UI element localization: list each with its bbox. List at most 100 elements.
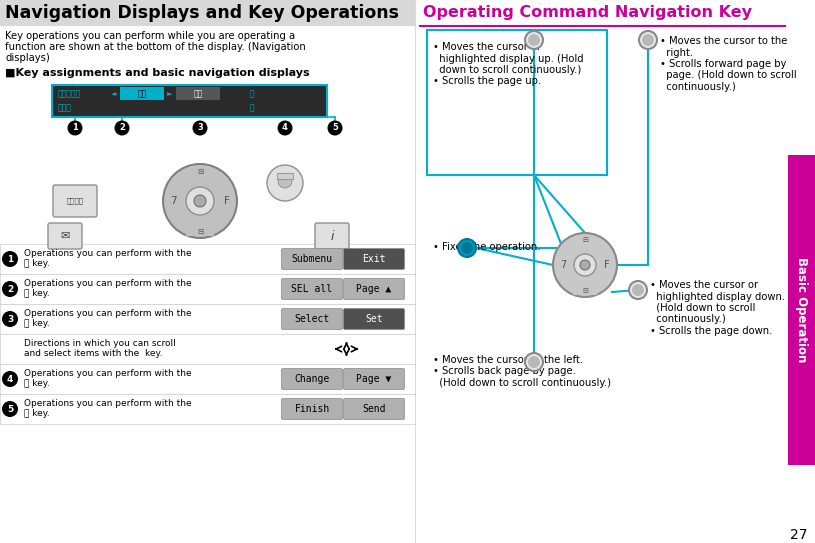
Text: 7: 7 xyxy=(170,196,176,206)
Text: Navigation Displays and Key Operations: Navigation Displays and Key Operations xyxy=(5,4,399,22)
FancyBboxPatch shape xyxy=(315,223,349,249)
Bar xyxy=(190,166,210,176)
FancyBboxPatch shape xyxy=(281,279,342,300)
Text: 7: 7 xyxy=(560,260,566,270)
Text: ⓑ key.: ⓑ key. xyxy=(24,289,50,299)
Circle shape xyxy=(192,121,208,136)
Bar xyxy=(0,304,415,334)
Text: Operations you can perform with the: Operations you can perform with the xyxy=(24,280,192,288)
Bar xyxy=(0,274,415,304)
Text: • Moves the cursor or: • Moves the cursor or xyxy=(650,280,758,290)
FancyBboxPatch shape xyxy=(343,308,404,330)
Text: ⊟: ⊟ xyxy=(582,237,588,243)
Bar xyxy=(0,0,415,26)
Circle shape xyxy=(194,195,206,207)
Text: page. (Hold down to scroll: page. (Hold down to scroll xyxy=(660,71,796,80)
Circle shape xyxy=(528,356,540,368)
Text: Finish: Finish xyxy=(294,404,329,414)
Circle shape xyxy=(186,187,214,215)
Circle shape xyxy=(461,242,473,254)
Text: right.: right. xyxy=(660,47,693,58)
Text: 完了: 完了 xyxy=(193,90,203,98)
Text: 4: 4 xyxy=(7,375,13,383)
Text: Change: Change xyxy=(294,374,329,384)
FancyBboxPatch shape xyxy=(343,369,404,389)
Circle shape xyxy=(525,31,543,49)
Text: • Moves the cursor or: • Moves the cursor or xyxy=(433,42,541,52)
Text: ►: ► xyxy=(167,91,173,97)
Text: ⓞ key.: ⓞ key. xyxy=(24,319,50,329)
Bar xyxy=(0,364,415,394)
Text: 全選択: 全選択 xyxy=(58,104,72,112)
Text: Exit: Exit xyxy=(362,254,385,264)
Text: Key operations you can perform while you are operating a: Key operations you can perform while you… xyxy=(5,31,295,41)
Text: • Scrolls back page by page.: • Scrolls back page by page. xyxy=(433,367,576,376)
Text: Page ▼: Page ▼ xyxy=(356,374,392,384)
FancyBboxPatch shape xyxy=(281,399,342,420)
Text: ⊟: ⊟ xyxy=(196,167,203,176)
Circle shape xyxy=(574,254,596,276)
Text: 1: 1 xyxy=(72,123,78,132)
Text: 2: 2 xyxy=(119,123,125,132)
Text: F: F xyxy=(604,260,610,270)
Circle shape xyxy=(632,284,644,296)
Circle shape xyxy=(2,311,18,327)
Text: 選択: 選択 xyxy=(138,90,147,98)
Text: and select items with the  key.: and select items with the key. xyxy=(24,350,162,358)
Text: アメニュー: アメニュー xyxy=(58,90,82,98)
Text: continuously.): continuously.) xyxy=(650,314,725,325)
FancyBboxPatch shape xyxy=(281,308,342,330)
Text: • Scrolls the page up.: • Scrolls the page up. xyxy=(433,77,541,86)
Bar xyxy=(0,334,415,364)
Circle shape xyxy=(458,239,476,257)
Circle shape xyxy=(328,121,342,136)
Text: Operations you can perform with the: Operations you can perform with the xyxy=(24,369,192,378)
Circle shape xyxy=(528,34,540,46)
Text: SEL all: SEL all xyxy=(292,284,333,294)
Text: Operations you can perform with the: Operations you can perform with the xyxy=(24,310,192,319)
Bar xyxy=(573,286,597,295)
Text: 4: 4 xyxy=(282,123,288,132)
Bar xyxy=(0,394,415,424)
FancyBboxPatch shape xyxy=(53,185,97,217)
Text: Operating Command Navigation Key: Operating Command Navigation Key xyxy=(423,5,752,21)
Text: down to scroll continuously.): down to scroll continuously.) xyxy=(433,65,581,75)
Circle shape xyxy=(163,164,237,238)
Text: Operations you can perform with the: Operations you can perform with the xyxy=(24,249,192,258)
Text: displays): displays) xyxy=(5,53,50,63)
Circle shape xyxy=(114,121,130,136)
Bar xyxy=(176,87,220,100)
Text: (Hold down to scroll continuously.): (Hold down to scroll continuously.) xyxy=(433,378,611,388)
Circle shape xyxy=(267,165,303,201)
Text: ✉: ✉ xyxy=(60,231,70,241)
Circle shape xyxy=(2,281,18,297)
Text: • Scrolls the page down.: • Scrolls the page down. xyxy=(650,326,773,336)
Circle shape xyxy=(68,121,82,136)
Bar xyxy=(186,226,214,236)
Circle shape xyxy=(2,371,18,387)
Text: ⓔ key.: ⓔ key. xyxy=(24,260,50,268)
Bar xyxy=(576,235,594,244)
Text: • Scrolls forward page by: • Scrolls forward page by xyxy=(660,59,786,69)
Text: continuously.): continuously.) xyxy=(660,82,736,92)
Text: highlighted display up. (Hold: highlighted display up. (Hold xyxy=(433,54,584,64)
FancyBboxPatch shape xyxy=(343,249,404,269)
Text: Basic Operation: Basic Operation xyxy=(795,257,808,363)
FancyBboxPatch shape xyxy=(48,223,82,249)
Circle shape xyxy=(629,281,647,299)
Text: • Moves the cursor to the: • Moves the cursor to the xyxy=(660,36,787,46)
Circle shape xyxy=(525,353,543,371)
Circle shape xyxy=(639,31,657,49)
Text: 替: 替 xyxy=(249,104,254,112)
Text: 3: 3 xyxy=(7,314,13,324)
Text: 3: 3 xyxy=(197,123,203,132)
Text: ■Key assignments and basic navigation displays: ■Key assignments and basic navigation di… xyxy=(5,68,310,78)
Text: F: F xyxy=(224,196,230,206)
Text: 替: 替 xyxy=(249,90,254,98)
Circle shape xyxy=(278,174,292,188)
Text: ⓘ key.: ⓘ key. xyxy=(24,380,50,388)
Text: ⊟: ⊟ xyxy=(196,228,203,237)
Circle shape xyxy=(580,260,590,270)
Text: Operations you can perform with the: Operations you can perform with the xyxy=(24,400,192,408)
Text: 5: 5 xyxy=(332,123,338,132)
